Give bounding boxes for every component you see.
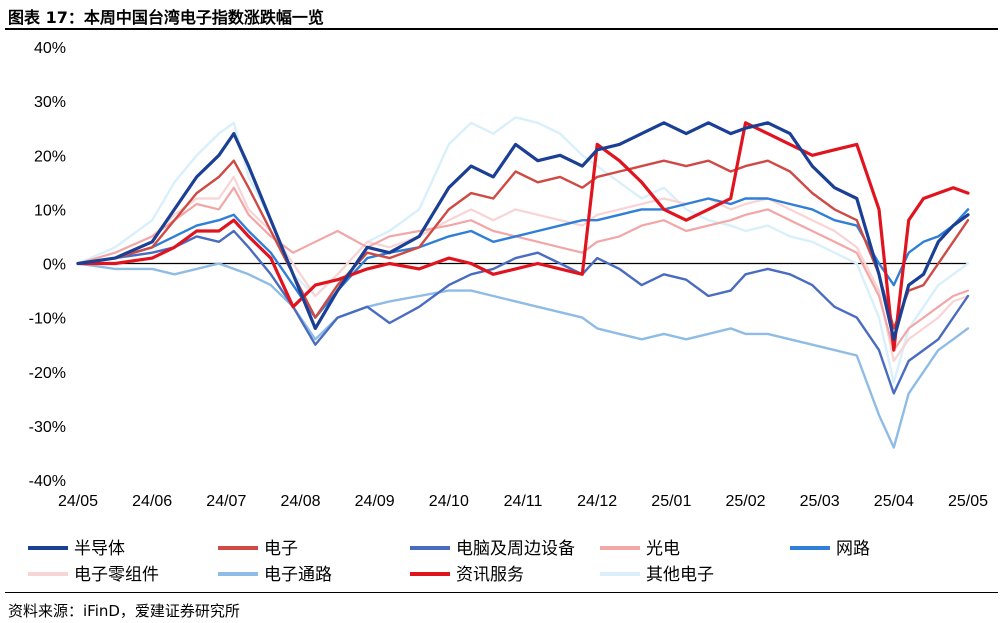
y-tick-label: 0%: [43, 257, 66, 274]
legend-label: 电子零组件: [74, 565, 159, 585]
x-tick-label: 25/04: [874, 493, 914, 510]
y-tick-label: 10%: [34, 202, 66, 219]
x-tick-label: 24/09: [355, 493, 395, 510]
y-tick-label: 40%: [34, 40, 66, 57]
series-lines: [76, 116, 970, 449]
legend-label: 电脑及周边设备: [456, 539, 575, 559]
legend-label: 电子: [264, 539, 298, 559]
y-tick-label: -30%: [29, 419, 66, 436]
source-note: 资料来源：iFinD，爱建证券研究所: [8, 602, 240, 620]
series-line: [76, 229, 970, 395]
y-tick-label: -20%: [29, 365, 66, 382]
y-tick-label: 20%: [34, 148, 66, 165]
y-tick-label: -40%: [29, 473, 66, 490]
x-tick-label: 25/03: [800, 493, 840, 510]
y-axis: 40% 30% 20% 10% 0% -10% -20% -30% -40%: [29, 40, 66, 490]
x-tick-label: 24/05: [58, 493, 98, 510]
x-tick-label: 24/07: [206, 493, 246, 510]
x-tick-label: 24/08: [280, 493, 320, 510]
x-tick-label: 24/12: [577, 493, 617, 510]
legend-label: 光电: [646, 539, 680, 559]
x-tick-label: 25/05: [948, 493, 988, 510]
series-line: [76, 262, 970, 449]
legend-label: 电子通路: [264, 565, 332, 585]
series-line: [76, 197, 970, 319]
source-rule: [5, 592, 998, 593]
series-line: [76, 159, 970, 330]
x-tick-label: 24/11: [504, 493, 543, 510]
x-tick-label: 25/01: [651, 493, 691, 510]
legend-label: 网路: [836, 539, 870, 559]
legend-label: 其他电子: [646, 565, 714, 585]
series-line: [76, 186, 970, 352]
legend-label: 半导体: [74, 539, 125, 559]
y-tick-label: 30%: [34, 94, 66, 111]
x-tick-label: 24/06: [132, 493, 172, 510]
series-line: [76, 116, 970, 384]
legend-label: 资讯服务: [456, 565, 524, 585]
x-tick-label: 25/02: [725, 493, 765, 510]
series-line: [76, 121, 970, 352]
x-axis: 24/05 24/06 24/07 24/08 24/09 24/10 24/11 24/12…: [58, 262, 988, 510]
y-tick-label: -10%: [29, 311, 66, 328]
series-line: [76, 121, 970, 341]
series-line: [76, 175, 970, 362]
figure-title: 图表 17：本周中国台湾电子指数涨跌幅一览: [8, 8, 324, 27]
title-rule: [5, 28, 998, 30]
x-tick-label: 24/10: [429, 493, 469, 510]
